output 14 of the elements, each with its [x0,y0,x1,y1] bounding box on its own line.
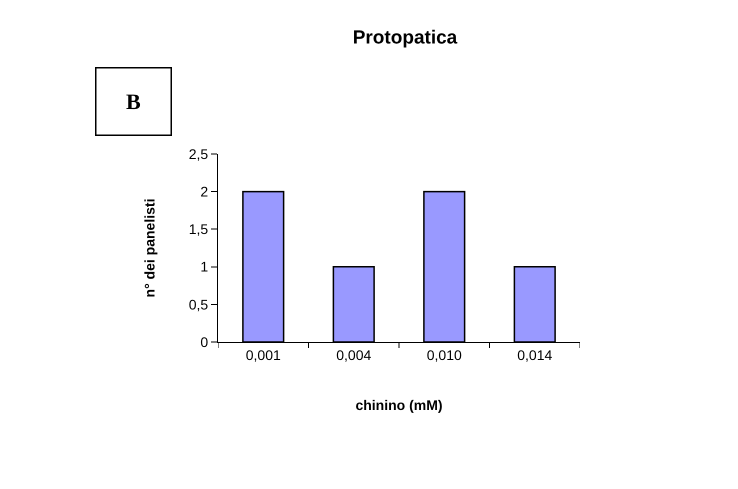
y-tick-label: 2,5 [188,146,208,162]
chart-title: Protopatica [352,27,458,48]
x-tick-label: 0,001 [246,346,281,363]
text: B [126,89,141,114]
y-axis-title: n° dei panelisti [141,198,158,298]
y-tick-label: 1 [200,258,208,275]
x-tick-label: 0,004 [336,346,372,363]
y-tick-label: 0 [200,334,208,350]
x-axis-title: chinino (mM) [355,397,443,414]
x-tick-label: 0,014 [517,346,552,363]
y-tick-label: 0,5 [188,296,208,312]
y-tick-label: 2 [200,184,208,200]
x-tick-label: 0,010 [426,346,462,363]
y-tick-label: 1,5 [188,221,208,238]
